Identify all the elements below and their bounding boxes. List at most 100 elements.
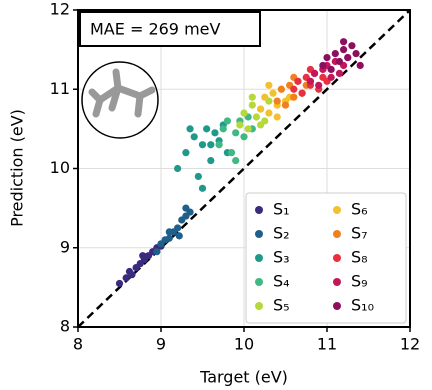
legend-label: S₅ xyxy=(273,296,290,315)
point xyxy=(174,224,181,231)
point xyxy=(245,125,252,132)
legend-marker xyxy=(255,230,263,238)
point xyxy=(311,70,318,77)
point xyxy=(236,121,243,128)
point xyxy=(340,38,347,45)
point xyxy=(116,280,123,287)
legend-marker xyxy=(333,278,341,286)
y-tick-label: 8 xyxy=(60,317,70,336)
point xyxy=(240,133,247,140)
point xyxy=(265,109,272,116)
point xyxy=(128,271,135,278)
point xyxy=(315,82,322,89)
page: Target (eV) Prediction (eV) 8 9 10 11 12 8 9 10… xyxy=(0,0,432,390)
point xyxy=(269,90,276,97)
point xyxy=(207,141,214,148)
point xyxy=(182,205,189,212)
point xyxy=(357,62,364,69)
point xyxy=(294,78,301,85)
point xyxy=(224,117,231,124)
point xyxy=(307,78,314,85)
x-tick-label: 10 xyxy=(234,335,254,354)
chart: Target (eV) Prediction (eV) 8 9 10 11 12 8 9 10… xyxy=(0,0,432,390)
point xyxy=(261,94,268,101)
legend-marker xyxy=(333,254,341,262)
point xyxy=(332,50,339,57)
point xyxy=(199,141,206,148)
legend-marker xyxy=(255,278,263,286)
legend-label: S₆ xyxy=(351,200,368,219)
point xyxy=(319,62,326,69)
point xyxy=(323,54,330,61)
point xyxy=(265,82,272,89)
point xyxy=(203,125,210,132)
point xyxy=(199,185,206,192)
point xyxy=(336,58,343,65)
point xyxy=(211,129,218,136)
legend-label: S₂ xyxy=(273,224,290,243)
point xyxy=(299,90,306,97)
legend-marker xyxy=(255,206,263,214)
legend-label: S₈ xyxy=(351,248,368,267)
legend-label: S₁₀ xyxy=(351,296,374,315)
point xyxy=(220,125,227,132)
legend-marker xyxy=(255,302,263,310)
y-tick-label: 9 xyxy=(60,237,70,256)
legend-marker xyxy=(333,206,341,214)
y-tick-label: 11 xyxy=(50,79,70,98)
point xyxy=(249,102,256,109)
point xyxy=(216,141,223,148)
point xyxy=(174,165,181,172)
point xyxy=(228,149,235,156)
point xyxy=(328,74,335,81)
point xyxy=(257,105,264,112)
x-tick-label: 11 xyxy=(317,335,337,354)
point xyxy=(290,94,297,101)
point xyxy=(340,46,347,53)
icon-bond xyxy=(138,96,140,114)
point xyxy=(182,149,189,156)
point xyxy=(257,121,264,128)
legend-marker xyxy=(333,230,341,238)
y-axis-label: Prediction (eV) xyxy=(8,109,27,227)
point xyxy=(249,94,256,101)
icon-bond xyxy=(96,100,100,114)
molecule-icon xyxy=(82,62,158,138)
x-tick-label: 12 xyxy=(400,335,420,354)
point xyxy=(344,54,351,61)
point xyxy=(282,102,289,109)
point xyxy=(352,50,359,57)
legend-label: S₇ xyxy=(351,224,368,243)
point xyxy=(186,125,193,132)
icon-circle xyxy=(82,62,158,138)
point xyxy=(336,70,343,77)
point xyxy=(278,86,285,93)
x-tick-label: 8 xyxy=(73,335,83,354)
point xyxy=(166,228,173,235)
point xyxy=(328,66,335,73)
point xyxy=(139,252,146,259)
legend-label: S₄ xyxy=(273,272,290,291)
legend-label: S₁ xyxy=(273,200,290,219)
y-tick-label: 10 xyxy=(50,158,70,177)
point xyxy=(274,98,281,105)
point xyxy=(195,173,202,180)
point xyxy=(348,42,355,49)
point xyxy=(153,248,160,255)
x-axis-label: Target (eV) xyxy=(199,368,288,387)
point xyxy=(207,157,214,164)
x-tick-label: 9 xyxy=(156,335,166,354)
legend-label: S₉ xyxy=(351,272,368,291)
point xyxy=(274,113,281,120)
point xyxy=(253,113,260,120)
legend-box xyxy=(246,193,406,323)
legend-label: S₃ xyxy=(273,248,290,267)
point xyxy=(166,235,173,242)
point xyxy=(232,157,239,164)
point xyxy=(191,133,198,140)
point xyxy=(232,129,239,136)
point xyxy=(240,109,247,116)
annotation: MAE = 269 meV xyxy=(90,20,220,39)
legend-marker xyxy=(333,302,341,310)
point xyxy=(176,232,183,239)
